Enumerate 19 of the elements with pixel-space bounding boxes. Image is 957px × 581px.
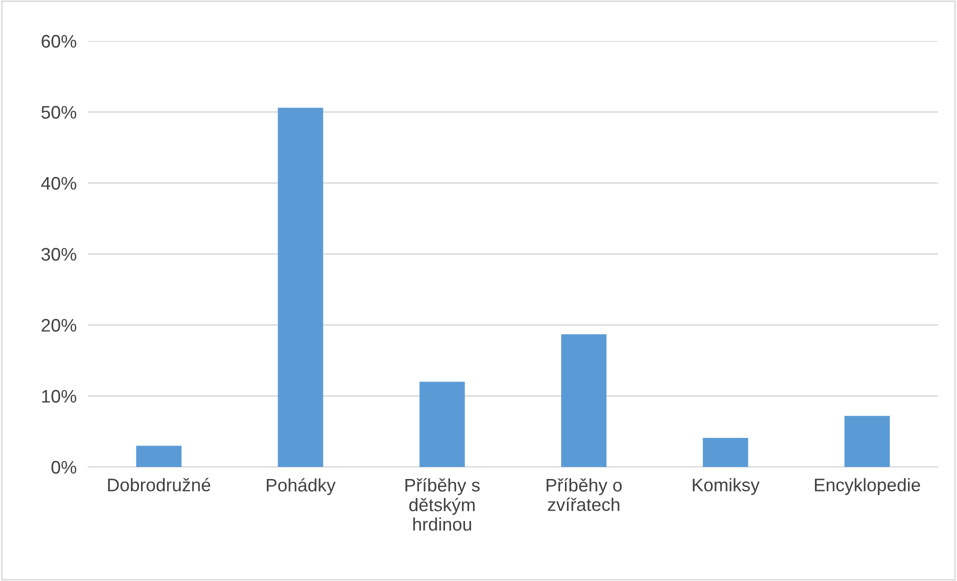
y-tick-label: 20%	[42, 318, 76, 332]
y-tick-label: 60%	[42, 34, 76, 48]
y-tick-label: 30%	[41, 248, 76, 261]
bar	[136, 446, 182, 467]
x-tick-label: Komiksy	[692, 478, 760, 495]
bar	[702, 438, 748, 467]
bar	[561, 334, 606, 467]
bar	[420, 382, 465, 467]
x-tick-label: Příběhy o zvířatech	[546, 478, 622, 512]
x-tick-label: Příběhy s dětským hrdinou	[406, 478, 480, 531]
y-tick-label: 50%	[41, 106, 76, 119]
x-tick-label: Encyklopedie	[814, 478, 920, 495]
bar	[278, 108, 324, 467]
x-tick-label: Dobrodružné	[108, 478, 210, 492]
x-tick-label: Pohádky	[266, 478, 336, 496]
y-tick-label: 40%	[41, 176, 76, 190]
y-tick-label: 10%	[42, 390, 76, 403]
y-tick-label: 0%	[52, 460, 76, 474]
bar	[844, 416, 890, 467]
